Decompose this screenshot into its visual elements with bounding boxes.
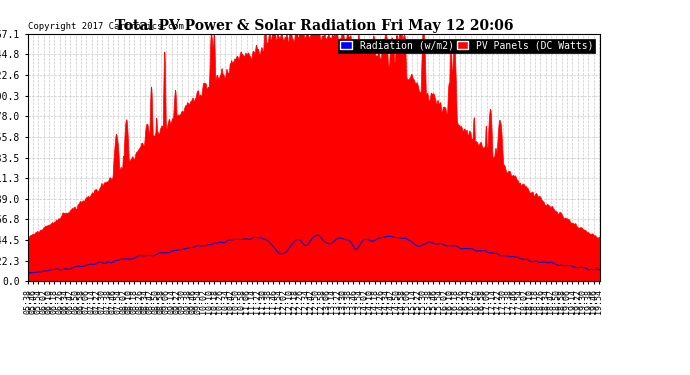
Text: Copyright 2017 Cartronics.com: Copyright 2017 Cartronics.com (28, 22, 184, 31)
Legend: Radiation (w/m2), PV Panels (DC Watts): Radiation (w/m2), PV Panels (DC Watts) (338, 39, 595, 53)
Title: Total PV Power & Solar Radiation Fri May 12 20:06: Total PV Power & Solar Radiation Fri May… (115, 19, 513, 33)
